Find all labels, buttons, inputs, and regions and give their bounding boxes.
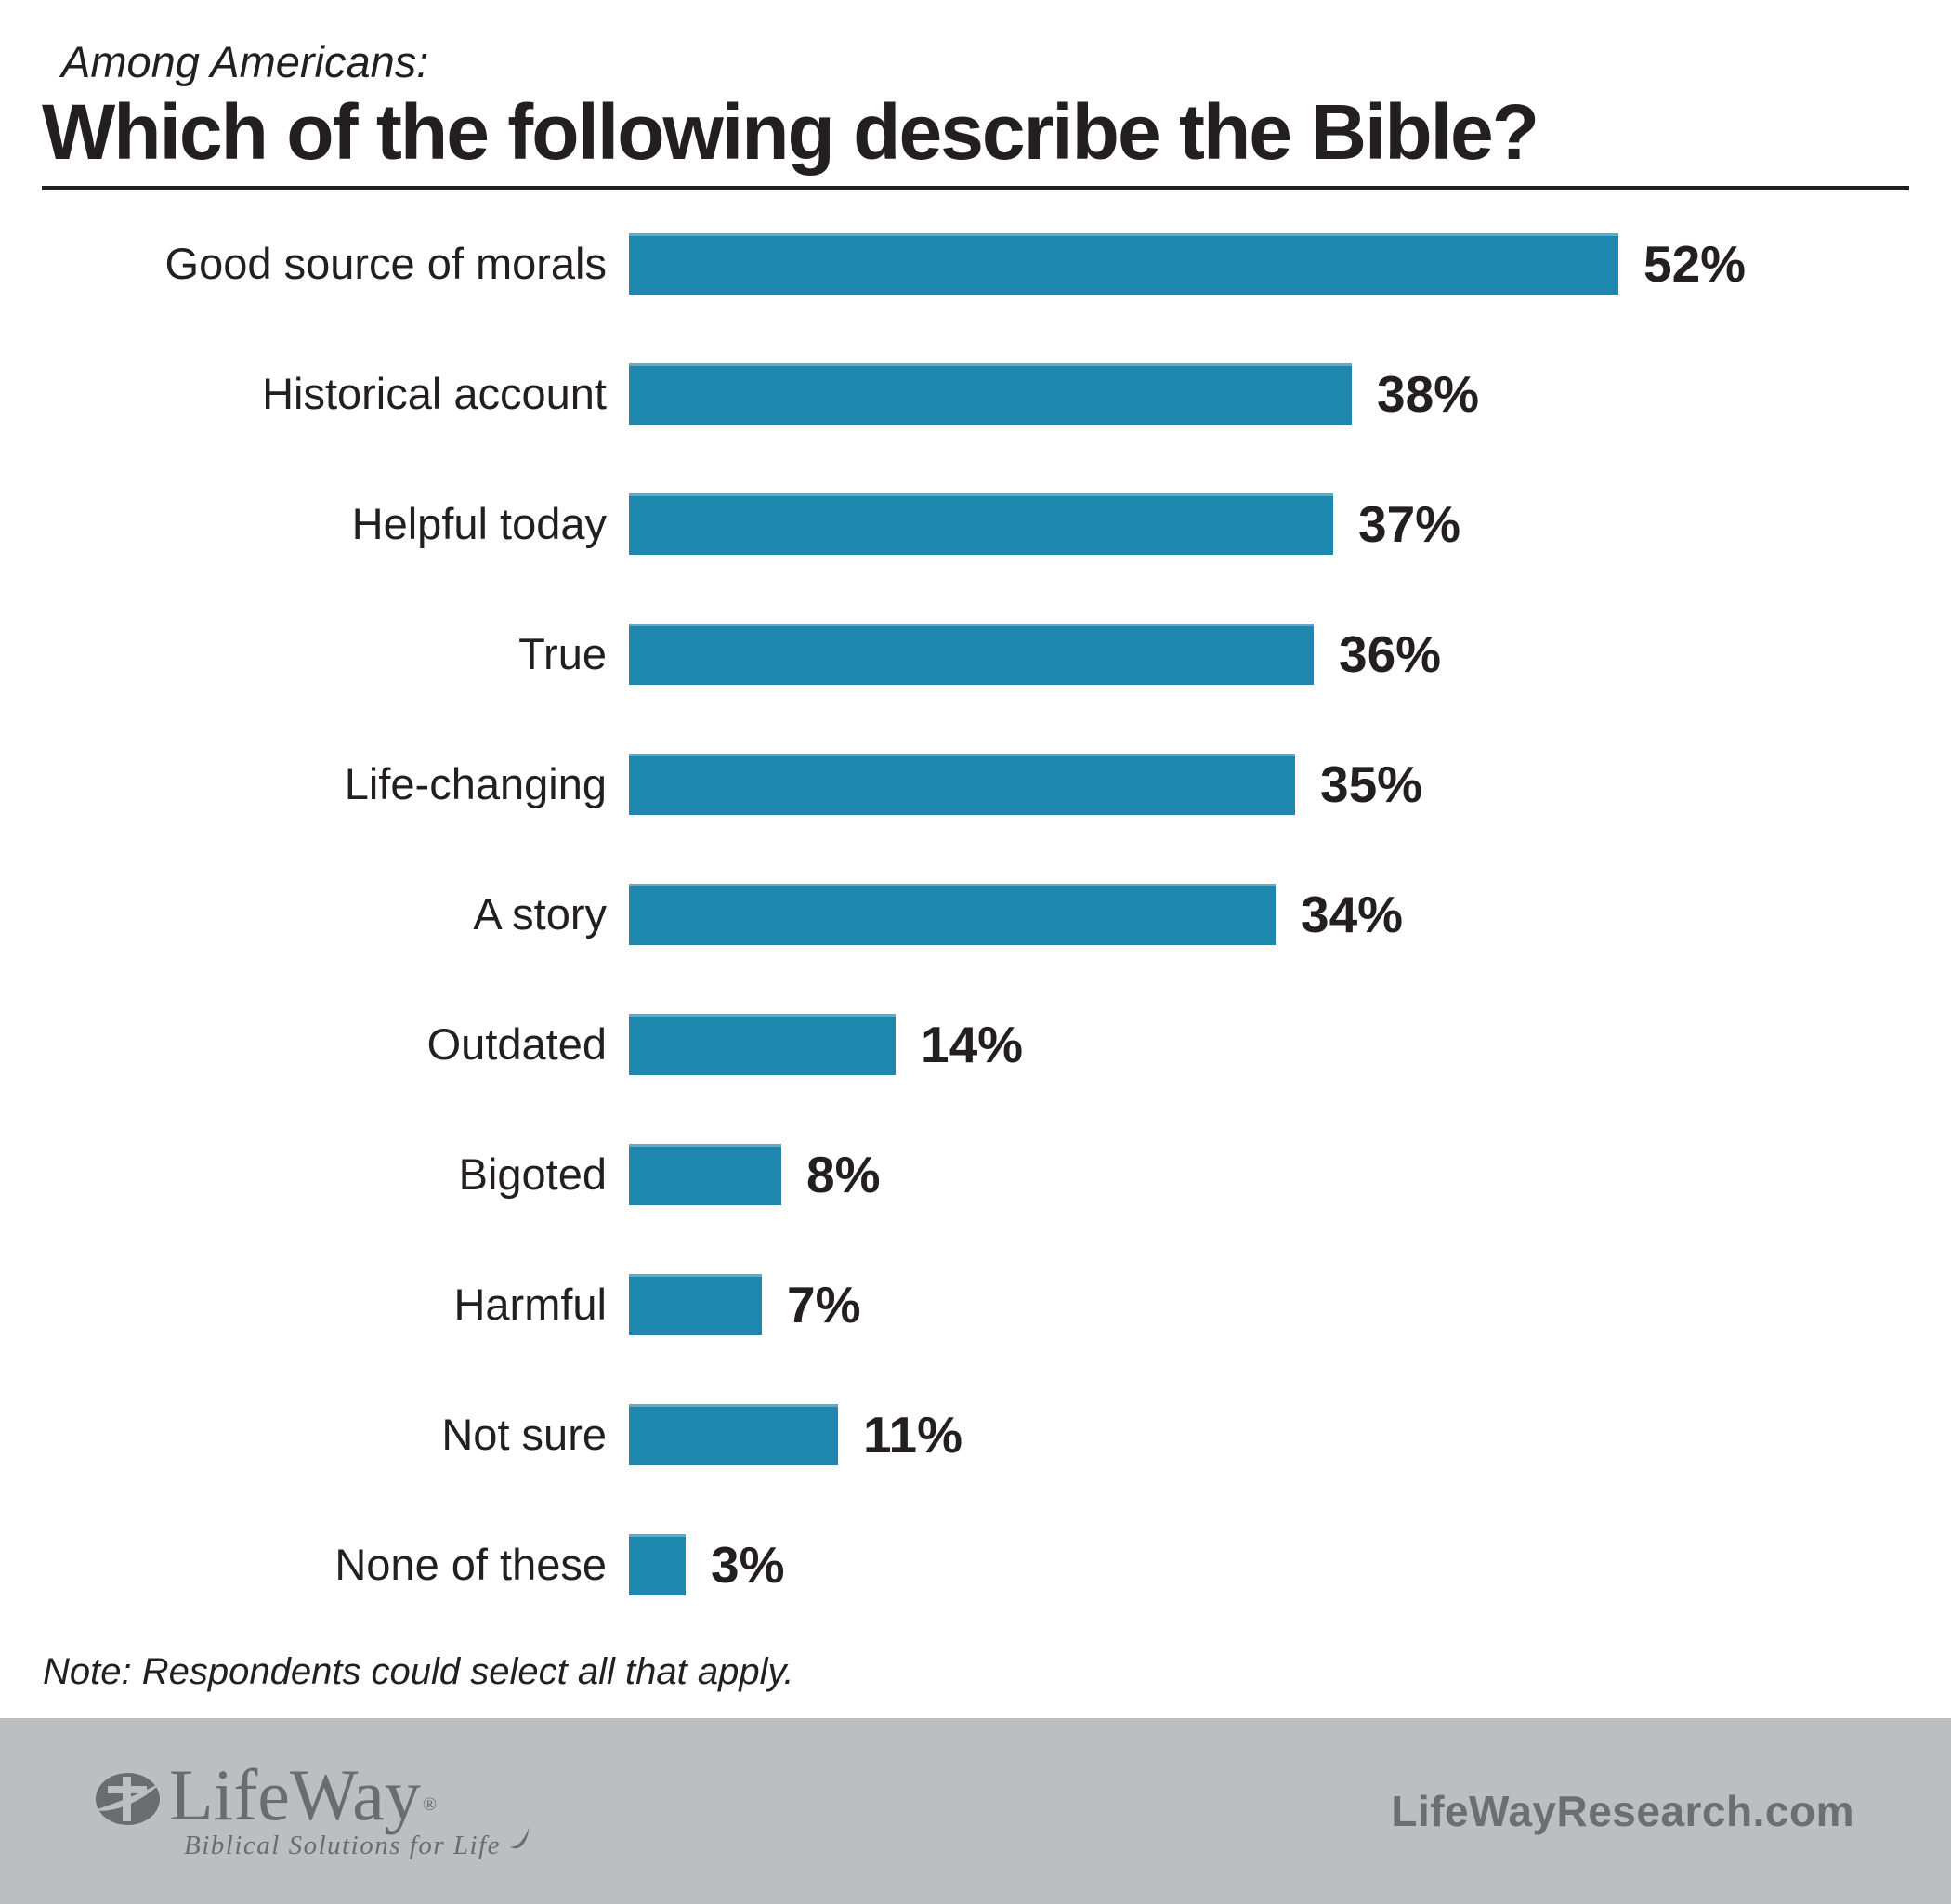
bar-row: Helpful today 37% — [0, 493, 1951, 556]
bar — [629, 1014, 896, 1076]
lifeway-cross-globe-icon — [95, 1773, 162, 1826]
bar-label: A story — [473, 889, 607, 939]
bar — [629, 624, 1314, 686]
lifeway-logo: LifeWay ® Biblical Solutions for Life — [95, 1759, 530, 1861]
bar-label: Good source of morals — [164, 239, 607, 289]
bar-row: Historical account 38% — [0, 363, 1951, 426]
bar-row: Harmful 7% — [0, 1274, 1951, 1336]
bar-value: 8% — [806, 1146, 881, 1204]
wordmark-text: LifeWay — [169, 1754, 421, 1836]
footnote: Note: Respondents could select all that … — [43, 1651, 794, 1693]
bar — [629, 1144, 781, 1206]
title-underline — [42, 186, 1909, 191]
bar-label: Harmful — [453, 1280, 607, 1330]
bar-value: 34% — [1301, 886, 1404, 944]
bar-row: None of these 3% — [0, 1534, 1951, 1596]
bar-value: 3% — [711, 1536, 785, 1595]
bar — [629, 1534, 686, 1596]
bar-value: 38% — [1377, 365, 1480, 424]
bar — [629, 754, 1295, 816]
lifeway-logo-text: LifeWay ® Biblical Solutions for Life — [169, 1759, 530, 1861]
bar — [629, 493, 1333, 556]
swoosh-icon — [509, 1828, 530, 1849]
bar — [629, 884, 1276, 946]
tagline-text: Biblical Solutions for Life — [184, 1830, 501, 1860]
bar-label: Life-changing — [344, 759, 607, 809]
bar — [629, 1404, 838, 1466]
chart-kicker: Among Americans: — [61, 37, 429, 86]
footer-band: LifeWay ® Biblical Solutions for Life Lif… — [0, 1718, 1951, 1904]
bar-row: Bigoted 8% — [0, 1144, 1951, 1206]
bar-value: 37% — [1358, 495, 1461, 554]
bar-row: A story 34% — [0, 884, 1951, 946]
lifeway-tagline: Biblical Solutions for Life — [184, 1828, 530, 1861]
bar-row: Life-changing 35% — [0, 754, 1951, 816]
bar-row: Good source of morals 52% — [0, 233, 1951, 295]
bar-label: Helpful today — [351, 499, 607, 549]
bar-label: True — [518, 629, 607, 679]
bar — [629, 1274, 762, 1336]
bar-label: None of these — [334, 1540, 607, 1590]
bar — [629, 363, 1352, 426]
bar-label: Not sure — [441, 1410, 607, 1460]
lifeway-wordmark: LifeWay ® — [169, 1759, 530, 1832]
bar-value: 36% — [1339, 625, 1442, 684]
website-text: LifeWayResearch.com — [1391, 1787, 1854, 1835]
bar-value: 52% — [1643, 235, 1747, 294]
bar-chart: Good source of morals 52% Historical acc… — [0, 233, 1951, 1596]
bar-value: 11% — [863, 1406, 963, 1464]
bar-value: 35% — [1320, 755, 1423, 814]
bar-row: Not sure 11% — [0, 1404, 1951, 1466]
bar-value: 14% — [921, 1016, 1024, 1074]
bar-label: Bigoted — [458, 1149, 607, 1200]
bar-label: Historical account — [262, 369, 607, 419]
bar — [629, 233, 1618, 295]
registered-trademark: ® — [422, 1794, 438, 1816]
chart-title: Which of the following describe the Bibl… — [42, 88, 1539, 177]
bar-label: Outdated — [426, 1019, 607, 1070]
bar-row: True 36% — [0, 624, 1951, 686]
bar-row: Outdated 14% — [0, 1014, 1951, 1076]
bar-value: 7% — [787, 1276, 861, 1334]
